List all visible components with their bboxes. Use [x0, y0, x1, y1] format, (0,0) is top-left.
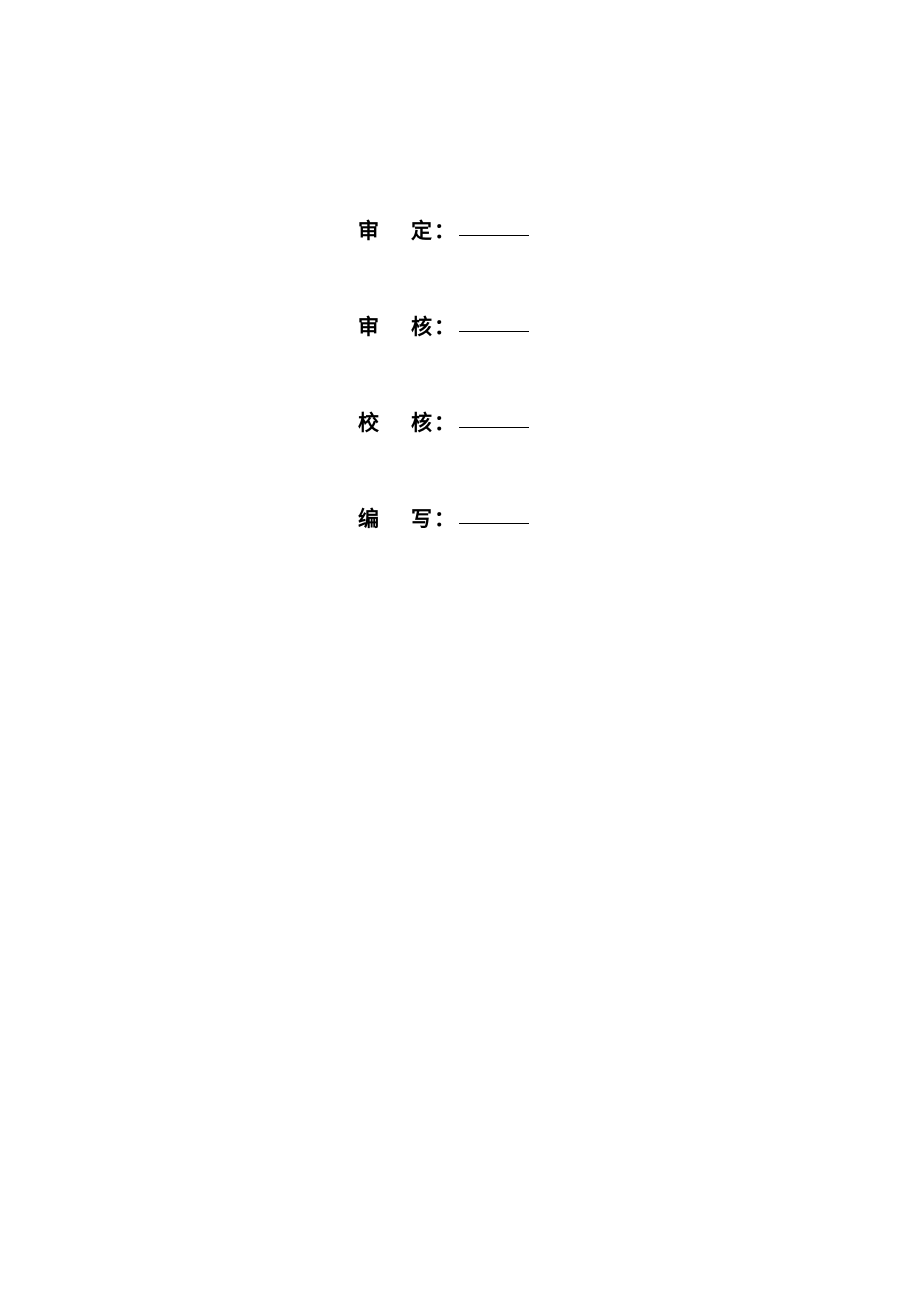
- colon: ：: [434, 215, 455, 245]
- label-char: 编: [358, 503, 379, 533]
- signature-line-write: 编 写 ：: [358, 503, 529, 533]
- label-char: 核: [411, 311, 432, 341]
- label-char: 校: [358, 407, 379, 437]
- signature-underline: [459, 235, 529, 236]
- colon: ：: [434, 503, 455, 533]
- signature-underline: [459, 427, 529, 428]
- label-char: 核: [411, 407, 432, 437]
- signature-line-check: 校 核 ：: [358, 407, 529, 437]
- signature-line-review: 审 核 ：: [358, 311, 529, 341]
- signature-underline: [459, 523, 529, 524]
- colon: ：: [434, 311, 455, 341]
- label-char: 写: [411, 503, 432, 533]
- label-char: 审: [358, 215, 379, 245]
- signature-underline: [459, 331, 529, 332]
- label-char: 定: [411, 215, 432, 245]
- signature-line-approve: 审 定 ：: [358, 215, 529, 245]
- colon: ：: [434, 407, 455, 437]
- label-char: 审: [358, 311, 379, 341]
